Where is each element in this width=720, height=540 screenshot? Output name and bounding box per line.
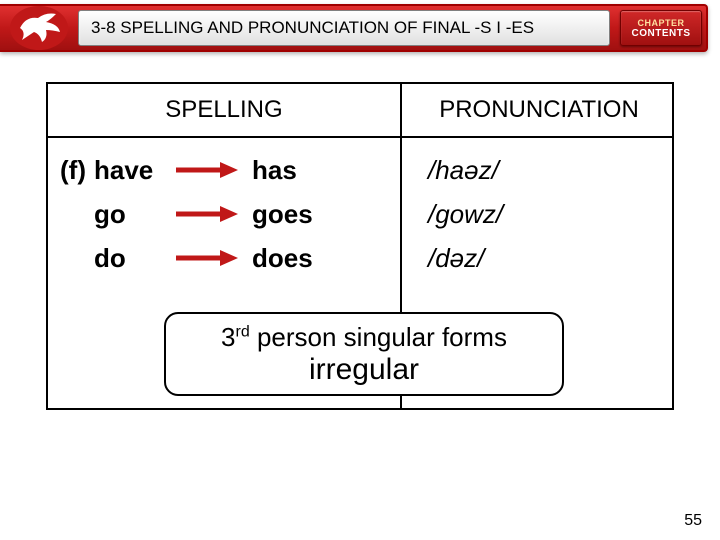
source-word: have [94,155,174,186]
result-word: has [252,155,297,186]
result-word: goes [252,199,313,230]
header-pronunciation: PRONUNCIATION [402,84,676,136]
arrow-icon [174,248,238,268]
content-table: SPELLING PRONUNCIATION (f) have has go g… [46,82,674,410]
slide-title: 3-8 SPELLING AND PRONUNCIATION OF FINAL … [78,10,610,46]
chapter-button-line2: CONTENTS [632,28,691,39]
arrow-icon [174,160,238,180]
table-row: (f) have has [60,148,390,192]
pronunciation-row: /dəz/ [428,236,658,280]
pronunciation-row: /gowz/ [428,192,658,236]
header-spelling: SPELLING [48,84,400,136]
chapter-contents-button[interactable]: CHAPTER CONTENTS [620,10,702,46]
bird-logo-icon [10,6,68,50]
source-word: do [94,243,174,274]
pronunciation-row: /haəz/ [428,148,658,192]
arrow-icon [174,204,238,224]
item-label: (f) [60,155,94,186]
pronunciation-cell: /haəz/ /gowz/ /dəz/ [428,148,658,280]
page-number: 55 [684,512,702,530]
callout-box: 3rd person singular forms irregular [164,312,564,396]
header-bar: 3-8 SPELLING AND PRONUNCIATION OF FINAL … [0,0,720,58]
source-word: go [94,199,174,230]
table-row: do does [60,236,390,280]
spelling-cell: (f) have has go goes do does [60,148,390,280]
header-divider [48,136,672,138]
chapter-button-line1: CHAPTER [637,18,684,28]
callout-line1: 3rd person singular forms [221,322,507,353]
callout-line2: irregular [309,353,419,387]
result-word: does [252,243,313,274]
table-row: go goes [60,192,390,236]
